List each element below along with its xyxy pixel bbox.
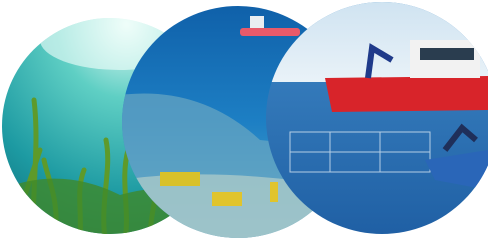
- page: [0, 0, 488, 244]
- collage: [0, 0, 488, 244]
